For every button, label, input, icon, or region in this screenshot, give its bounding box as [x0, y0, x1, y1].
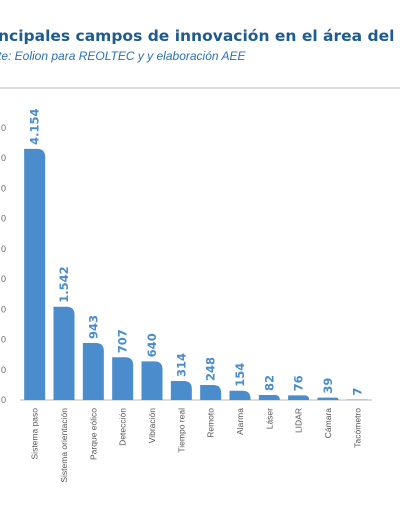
bar [170, 381, 192, 400]
y-tick-label: 0 [1, 304, 6, 314]
x-tick-label: Alarma [235, 408, 245, 435]
y-tick-label: 0 [1, 244, 6, 254]
x-tick-label: Remoto [206, 408, 216, 438]
data-labels: 4.154 1.542 943 707 640 314 248 154 82 76 39 7 [28, 109, 365, 396]
data-label: 4.154 [28, 109, 42, 145]
chart-title: ncipales campos de innovación en el área… [0, 27, 400, 45]
data-label: 39 [321, 378, 335, 394]
bar [141, 361, 163, 400]
x-axis-ticks: Sistema paso Sistema orientación Parque eó… [30, 408, 363, 483]
data-label: 154 [233, 363, 247, 387]
x-tick-label: Láser [264, 408, 274, 429]
y-tick-label: 0 [1, 274, 6, 284]
data-label: 943 [86, 315, 100, 339]
y-tick-label: 0 [1, 153, 6, 163]
x-tick-label: Sistema paso [30, 408, 40, 460]
bar [53, 306, 75, 400]
bars [24, 148, 368, 400]
bar [288, 395, 310, 400]
x-tick-label: Cámara [323, 408, 333, 439]
y-axis-ticks: 0 0 0 0 0 0 0 0 0 0 [1, 123, 6, 405]
data-label: 1.542 [57, 266, 71, 302]
bar [24, 148, 46, 400]
data-label: 707 [116, 329, 130, 353]
y-tick-label: 0 [1, 214, 6, 224]
data-label: 640 [145, 333, 159, 357]
y-tick-label: 0 [1, 395, 6, 405]
data-label: 76 [292, 375, 306, 391]
y-tick-label: 0 [1, 335, 6, 345]
chart-subtitle: te: Eolion para REOLTEC y y elaboración … [0, 49, 246, 63]
data-label: 248 [204, 357, 218, 381]
y-tick-label: 0 [1, 123, 6, 133]
bar [258, 395, 280, 400]
y-tick-label: 0 [1, 183, 6, 193]
bar [200, 385, 222, 400]
x-tick-label: LIDAR [294, 408, 304, 433]
y-tick-label: 0 [1, 365, 6, 375]
bar [112, 357, 134, 400]
data-label: 82 [262, 375, 276, 391]
data-label: 7 [350, 388, 364, 396]
bar [317, 397, 339, 400]
x-tick-label: Tacómetro [352, 408, 362, 448]
bar [82, 343, 104, 400]
x-tick-label: Vibración [147, 408, 157, 444]
x-tick-label: Detección [118, 408, 128, 446]
x-tick-label: Sistema orientación [59, 408, 69, 483]
x-tick-label: Parque eólico [88, 408, 98, 460]
bar [229, 390, 251, 400]
data-label: 314 [174, 353, 188, 377]
x-tick-label: Tiempo real [176, 408, 186, 453]
